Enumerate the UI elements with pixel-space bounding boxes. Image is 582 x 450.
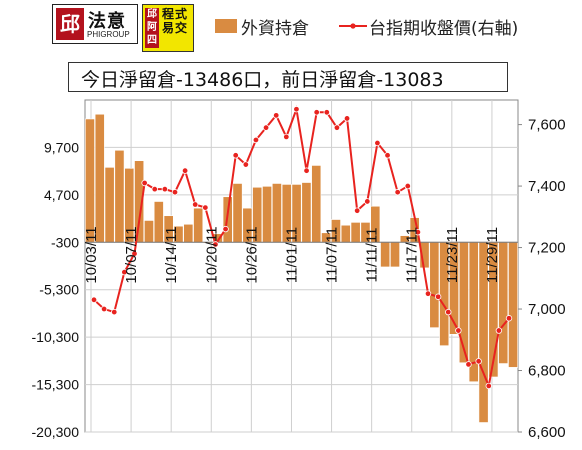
price-point xyxy=(151,185,158,193)
left-axis-tick-label: -15,300 xyxy=(32,377,80,393)
price-point xyxy=(192,201,199,208)
price-point xyxy=(465,361,472,368)
price-point xyxy=(161,185,169,193)
bar xyxy=(144,220,154,243)
right-axis-tick-label: 7,600 xyxy=(528,117,566,134)
line-legend-label: 台指期收盤價(右軸) xyxy=(369,19,519,39)
price-point xyxy=(171,189,179,196)
bar xyxy=(271,183,282,243)
price-point xyxy=(141,179,148,187)
bar-legend-swatch xyxy=(215,19,237,33)
left-axis-tick-label: -20,300 xyxy=(32,424,80,440)
partner-seal-icon: 邱阿四 xyxy=(145,8,159,48)
price-point xyxy=(333,124,341,131)
price-point xyxy=(262,124,270,131)
price-point xyxy=(364,198,371,205)
price-point xyxy=(222,225,229,233)
price-point xyxy=(283,133,290,141)
price-point xyxy=(455,327,462,334)
price-point xyxy=(394,189,401,196)
bar xyxy=(84,118,95,243)
x-axis-tick-label: 11/17/11 xyxy=(404,227,421,283)
left-axis-tick-label: 4,700 xyxy=(44,187,79,203)
price-point xyxy=(353,207,361,214)
right-axis-tick-label: 7,400 xyxy=(528,178,566,195)
x-axis-tick-label: 11/29/11 xyxy=(484,227,501,283)
bar xyxy=(232,183,243,243)
price-point xyxy=(414,228,422,236)
price-point xyxy=(303,167,310,174)
right-axis-tick-label: 7,000 xyxy=(528,301,566,318)
price-point xyxy=(252,136,260,144)
bar xyxy=(508,241,519,368)
price-point xyxy=(343,115,351,122)
price-point xyxy=(495,327,503,334)
position-info-box: 今日淨留倉-13486口，前日淨留倉-13083 xyxy=(68,62,508,92)
price-point xyxy=(384,152,391,159)
price-point xyxy=(121,268,128,276)
x-axis-tick-label: 10/03/11 xyxy=(83,226,100,283)
bar xyxy=(153,201,164,243)
bar xyxy=(193,207,204,243)
price-point xyxy=(181,167,189,174)
left-axis-tick-label: -5,300 xyxy=(39,282,79,298)
price-point xyxy=(131,250,138,257)
price-point xyxy=(100,305,108,313)
price-point xyxy=(293,106,300,113)
price-point xyxy=(232,152,239,159)
right-axis-tick-label: 6,800 xyxy=(528,363,566,380)
left-axis-tick-label: -10,300 xyxy=(32,329,80,345)
x-axis-tick-label: 10/07/11 xyxy=(123,226,140,283)
bar xyxy=(311,165,322,243)
price-point xyxy=(485,382,492,390)
bar xyxy=(380,241,391,268)
position-info-text: 今日淨留倉-13486口，前日淨留倉-13083 xyxy=(81,69,444,91)
x-axis-tick-label: 10/26/11 xyxy=(243,226,260,283)
x-axis-tick-label: 10/20/11 xyxy=(203,226,220,283)
left-axis-tick-label: 9,700 xyxy=(44,139,79,155)
bar xyxy=(301,182,312,243)
right-axis-tick-label: 6,600 xyxy=(528,424,566,441)
brand-seal-icon: 邱 xyxy=(56,8,84,40)
bar xyxy=(262,186,272,243)
bar xyxy=(350,222,361,243)
price-point xyxy=(404,182,411,190)
price-point xyxy=(313,109,320,116)
price-point xyxy=(212,241,219,248)
right-axis-tick-label: 7,200 xyxy=(528,240,566,257)
price-point xyxy=(434,293,442,300)
price-point xyxy=(424,290,432,297)
price-point xyxy=(374,139,381,147)
left-axis-tick-label: -300 xyxy=(51,234,79,250)
bar xyxy=(94,113,105,243)
x-axis-tick-label: 10/14/11 xyxy=(163,226,180,283)
price-point xyxy=(475,358,482,365)
brand-name: 法意 xyxy=(88,11,126,32)
x-axis-tick-label: 11/07/11 xyxy=(324,227,341,283)
price-point xyxy=(323,109,331,116)
price-point xyxy=(90,296,98,304)
price-point xyxy=(505,315,513,322)
price-point xyxy=(445,308,452,316)
x-axis-tick-label: 11/01/11 xyxy=(283,227,300,283)
bar xyxy=(340,224,351,243)
x-axis-tick-label: 11/11/11 xyxy=(364,227,381,282)
price-point xyxy=(272,112,280,119)
bar-legend-label: 外資持倉 xyxy=(241,19,309,39)
price-point xyxy=(111,308,118,316)
bar xyxy=(104,167,115,243)
partner-chars: 程式易交 xyxy=(162,7,189,35)
bar xyxy=(390,241,400,268)
bar xyxy=(429,241,440,328)
partner-logo: 邱阿四 程式易交 xyxy=(142,4,194,52)
price-point xyxy=(202,204,209,211)
bar xyxy=(183,223,194,243)
price-point xyxy=(242,161,250,168)
line-legend-marker-icon xyxy=(339,23,367,29)
brand-sub: PHIGROUP xyxy=(87,30,130,39)
brand-logo: 邱 法意 PHIGROUP xyxy=(52,4,138,44)
x-axis-tick-label: 11/23/11 xyxy=(444,227,461,283)
